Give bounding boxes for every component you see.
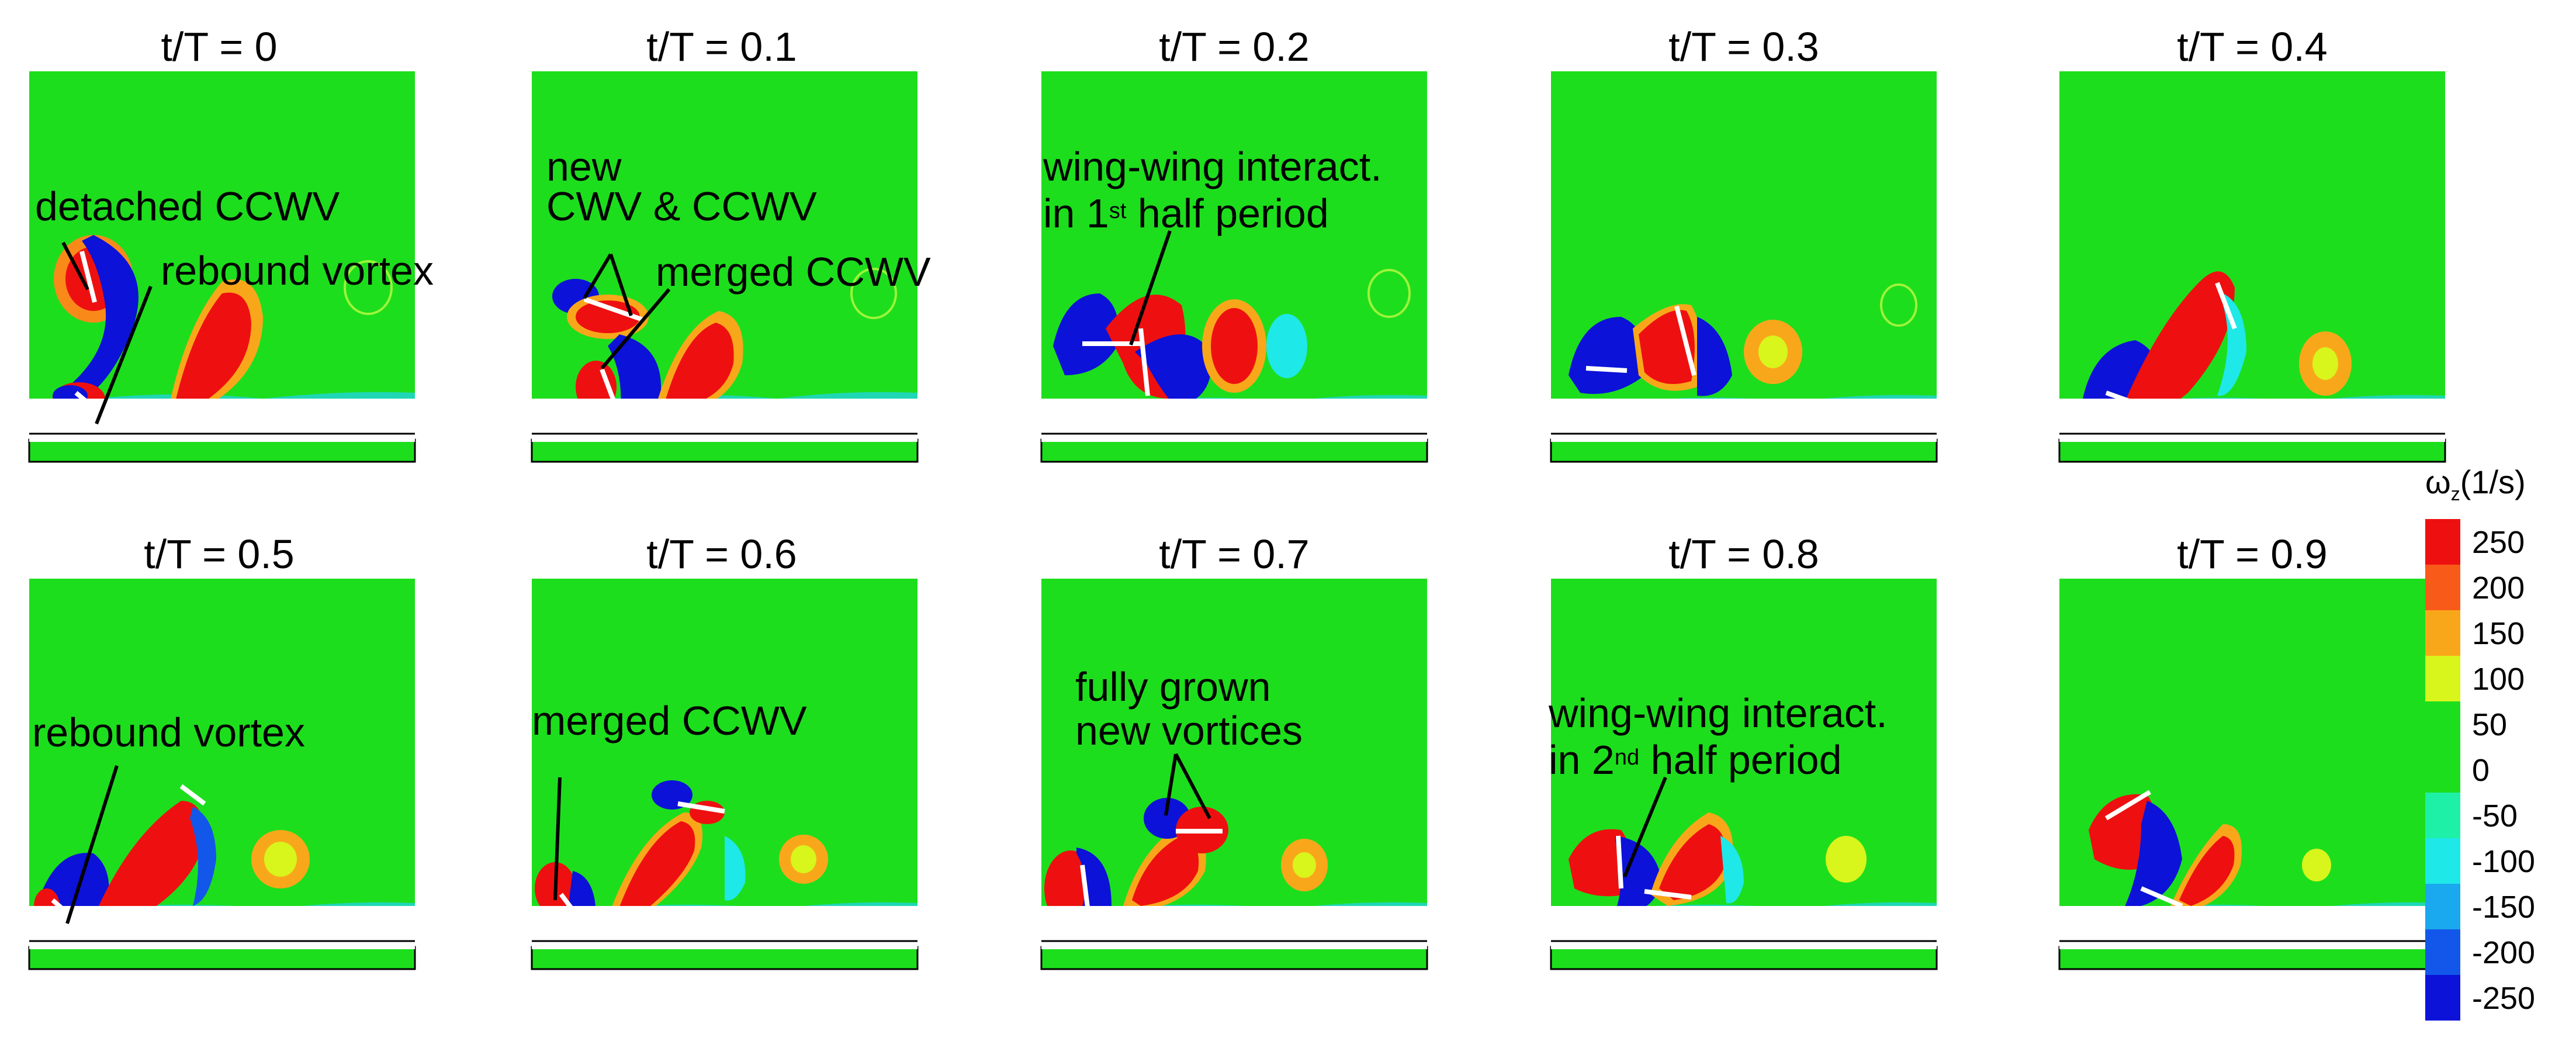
vorticity-panel-4 <box>2059 71 2445 399</box>
colorbar-swatch-4 <box>2425 701 2460 747</box>
colorbar-level-label: -50 <box>2472 798 2518 834</box>
frame-title-0: t/T = 0 <box>161 24 278 70</box>
frame-title-2: t/T = 0.2 <box>1159 24 1310 70</box>
label-fully-grown-line1: fully grown <box>1075 664 1271 710</box>
label-rebound-vortex-1: rebound vortex <box>161 248 434 293</box>
frame-title-9: t/T = 0.9 <box>2177 531 2328 577</box>
colorbar-level-label: 100 <box>2472 662 2525 697</box>
colorbar-level-label: 50 <box>2472 707 2508 742</box>
label-new: new <box>546 144 622 189</box>
colorbar-level-label: 200 <box>2472 570 2525 606</box>
colorbar-level-label: -250 <box>2472 981 2536 1016</box>
colorbar-swatch-0 <box>2425 519 2460 565</box>
label-fully-grown-line2: new vortices <box>1075 708 1303 753</box>
leader-merged-ccwv-1 <box>600 288 671 369</box>
frame-title-5: t/T = 0.5 <box>144 531 295 577</box>
leader-merged-ccwv-2 <box>553 777 562 901</box>
label-wing-interact-2-line2: in 2nd half period <box>1549 737 1842 783</box>
leader-new-cwv-ccwv-a <box>583 253 612 299</box>
leader-fully-grown-b <box>1174 753 1211 819</box>
colorbar-level-label: -150 <box>2472 890 2536 925</box>
colorbar-level-label: -200 <box>2472 935 2536 970</box>
label-wing-interact-1-line2: in 1st half period <box>1043 191 1329 236</box>
vorticity-panel-6 <box>532 579 917 906</box>
frame-title-4: t/T = 0.4 <box>2177 24 2328 70</box>
colorbar-title: ωz(1/s) <box>2425 464 2526 505</box>
label-rebound-vortex-2: rebound vortex <box>32 710 305 755</box>
vorticity-panel-3 <box>1551 71 1937 399</box>
colorbar-level-label: 250 <box>2472 525 2525 560</box>
label-merged-ccwv-2: merged CCWV <box>532 698 807 743</box>
label-wing-interact-2-line1: wing-wing interact. <box>1549 690 1888 736</box>
leader-new-cwv-ccwv-b <box>609 254 633 316</box>
colorbar-swatch-1 <box>2425 565 2460 610</box>
vorticity-panel-5 <box>29 579 415 906</box>
frame-title-8: t/T = 0.8 <box>1668 531 1819 577</box>
frame-title-6: t/T = 0.6 <box>646 531 797 577</box>
leader-fully-grown-a <box>1164 753 1178 816</box>
label-detached-ccwv: detached CCWV <box>35 184 340 229</box>
label-wing-interact-1-line1: wing-wing interact. <box>1043 144 1382 189</box>
colorbar-swatch-8 <box>2425 884 2460 929</box>
leader-rebound-vortex-1 <box>95 285 153 425</box>
leader-wing-interact-1 <box>1129 230 1172 345</box>
colorbar-swatch-7 <box>2425 838 2460 884</box>
colorbar-swatch-10 <box>2425 975 2460 1021</box>
colorbar-level-label: 150 <box>2472 616 2525 651</box>
vorticity-panel-2 <box>1041 71 1427 399</box>
colorbar-swatch-9 <box>2425 929 2460 975</box>
vorticity-panel-0 <box>29 71 415 399</box>
colorbar-swatch-5 <box>2425 747 2460 793</box>
vorticity-panel-1 <box>532 71 917 399</box>
leader-rebound-vortex-2 <box>65 765 119 924</box>
leader-wing-interact-2 <box>1623 776 1667 878</box>
label-merged-ccwv-1: merged CCWV <box>656 249 931 295</box>
vorticity-panel-8 <box>1551 579 1937 906</box>
vorticity-panel-9 <box>2059 579 2445 906</box>
frame-title-3: t/T = 0.3 <box>1668 24 1819 70</box>
colorbar-level-label: -100 <box>2472 844 2536 879</box>
leader-detached-ccwv <box>61 241 89 290</box>
colorbar-swatch-2 <box>2425 610 2460 656</box>
colorbar-level-label: 0 <box>2472 753 2490 788</box>
frame-title-7: t/T = 0.7 <box>1159 531 1310 577</box>
vorticity-panel-7 <box>1041 579 1427 906</box>
label-cwv-ccwv: CWV & CCWV <box>546 184 817 229</box>
colorbar-swatch-6 <box>2425 793 2460 838</box>
frame-title-1: t/T = 0.1 <box>646 24 797 70</box>
colorbar-swatch-3 <box>2425 656 2460 701</box>
